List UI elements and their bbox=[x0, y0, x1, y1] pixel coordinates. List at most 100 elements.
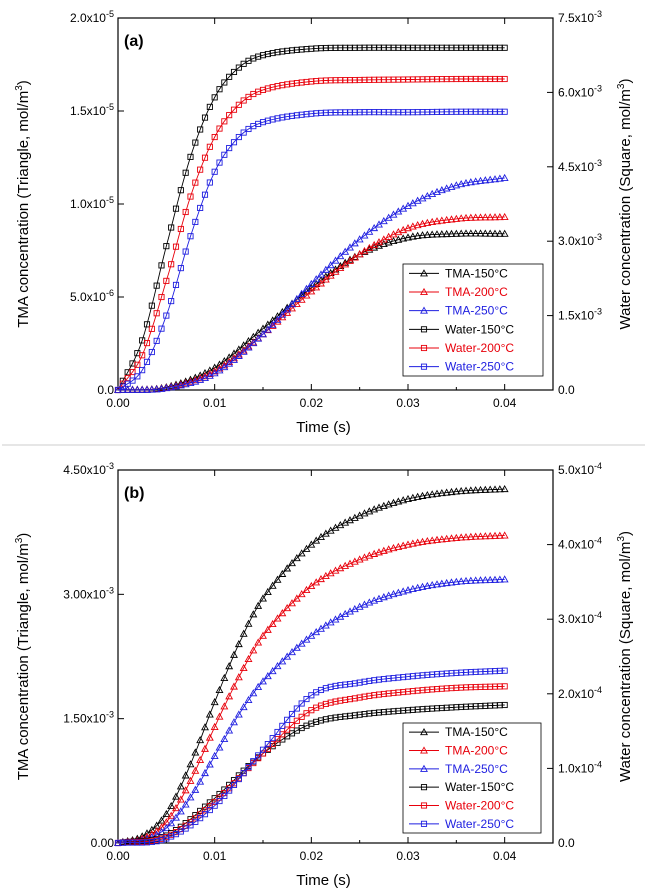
series-water-200-c bbox=[114, 75, 508, 394]
series-marker bbox=[148, 302, 155, 309]
legend-label: Water-250°C bbox=[445, 360, 514, 374]
series-marker bbox=[500, 575, 509, 583]
series-marker bbox=[269, 735, 276, 742]
series-marker bbox=[176, 795, 185, 803]
series-marker bbox=[172, 382, 180, 390]
series-marker bbox=[433, 187, 441, 196]
series-marker bbox=[399, 225, 408, 234]
series-marker bbox=[486, 575, 495, 583]
series-marker bbox=[442, 488, 451, 496]
series-marker bbox=[384, 545, 393, 553]
series-marker bbox=[491, 229, 499, 237]
series-marker bbox=[264, 741, 271, 748]
series-marker bbox=[491, 485, 499, 493]
series-marker bbox=[437, 579, 446, 587]
y2-axis-label-tail: ) bbox=[617, 79, 634, 84]
y-tick-label-mantissa: 4.50x10 bbox=[63, 463, 106, 477]
series-marker bbox=[196, 735, 205, 744]
series-marker bbox=[255, 752, 262, 759]
series-marker bbox=[157, 823, 166, 831]
series-marker bbox=[206, 179, 213, 186]
series-marker bbox=[331, 267, 340, 275]
y2-axis-label-sup: 3 bbox=[616, 536, 627, 542]
series-marker bbox=[442, 215, 451, 224]
series-marker bbox=[201, 114, 209, 121]
series-marker bbox=[476, 485, 485, 494]
series-marker bbox=[143, 340, 151, 347]
series-marker bbox=[220, 702, 229, 710]
series-marker bbox=[476, 229, 485, 237]
series-marker bbox=[273, 662, 282, 670]
series-marker bbox=[486, 485, 495, 493]
y-tick-label: 2.0x10-5 bbox=[70, 9, 114, 25]
y2-tick-label-exponent: -4 bbox=[594, 536, 602, 546]
series-marker bbox=[240, 129, 247, 136]
series-marker bbox=[163, 243, 170, 250]
series-marker bbox=[259, 594, 267, 602]
series-marker bbox=[437, 216, 446, 224]
series-marker bbox=[452, 214, 461, 222]
y-tick-label-exponent: -3 bbox=[106, 461, 114, 471]
series-marker bbox=[486, 213, 495, 221]
series-marker bbox=[408, 222, 417, 230]
series-marker bbox=[501, 44, 508, 51]
series-marker bbox=[240, 770, 247, 777]
y-axis-label-text: TMA concentration (Triangle, mol/m bbox=[15, 91, 32, 328]
series-marker bbox=[303, 710, 310, 717]
series-marker bbox=[168, 261, 175, 268]
series-marker bbox=[181, 380, 190, 388]
series-marker bbox=[158, 262, 165, 269]
series-marker bbox=[292, 299, 301, 308]
legend-marker bbox=[420, 326, 428, 333]
series-marker bbox=[500, 173, 509, 181]
y-tick-label: 0.00 bbox=[91, 836, 115, 850]
series-marker bbox=[245, 764, 252, 771]
series-marker bbox=[476, 532, 485, 540]
y2-axis-label-tail: ) bbox=[617, 531, 634, 536]
series-marker bbox=[365, 227, 374, 235]
series-marker bbox=[302, 544, 311, 552]
series-marker bbox=[197, 126, 204, 133]
series-marker bbox=[384, 591, 393, 599]
series-marker bbox=[457, 229, 466, 237]
series-marker bbox=[201, 191, 209, 198]
series-marker bbox=[211, 133, 218, 141]
series-marker bbox=[230, 650, 238, 658]
series-marker bbox=[158, 325, 165, 332]
series-marker bbox=[326, 271, 335, 279]
series-marker bbox=[418, 537, 427, 545]
series-marker bbox=[284, 716, 291, 723]
legend-marker bbox=[420, 306, 428, 314]
series-marker bbox=[336, 251, 345, 260]
series-marker bbox=[331, 256, 340, 264]
series-marker bbox=[230, 781, 238, 788]
legend-label: TMA-200°C bbox=[445, 744, 508, 758]
series-water-200-c bbox=[114, 683, 508, 847]
series-marker bbox=[176, 381, 185, 389]
series-marker bbox=[259, 677, 267, 685]
series-marker bbox=[491, 175, 499, 183]
y2-tick-label-mantissa: 3.0x10 bbox=[558, 612, 594, 626]
series-marker bbox=[476, 576, 485, 584]
legend-marker bbox=[420, 746, 428, 754]
series-marker bbox=[235, 64, 242, 71]
series-marker bbox=[312, 628, 321, 636]
series-marker bbox=[167, 819, 176, 827]
series-marker bbox=[201, 154, 209, 161]
series-marker bbox=[302, 585, 311, 593]
series-marker bbox=[437, 535, 446, 543]
series-marker bbox=[437, 186, 446, 194]
y-axis-label-sup: 3 bbox=[14, 537, 25, 543]
series-marker bbox=[249, 338, 258, 347]
y-tick-label-exponent: -5 bbox=[106, 195, 114, 205]
series-marker bbox=[148, 348, 155, 356]
y-axis-label-sup: 3 bbox=[14, 85, 25, 91]
series-marker bbox=[298, 713, 305, 720]
series-marker bbox=[187, 822, 194, 829]
chart-panel-a: 0.00 0.01 0.02 0.03 0.040.05.0x10-61.0x10-51… bbox=[14, 9, 634, 436]
series-marker bbox=[375, 241, 383, 249]
series-marker bbox=[495, 229, 504, 237]
series-marker bbox=[413, 538, 422, 546]
series-marker bbox=[240, 97, 247, 104]
series-marker bbox=[210, 697, 219, 706]
